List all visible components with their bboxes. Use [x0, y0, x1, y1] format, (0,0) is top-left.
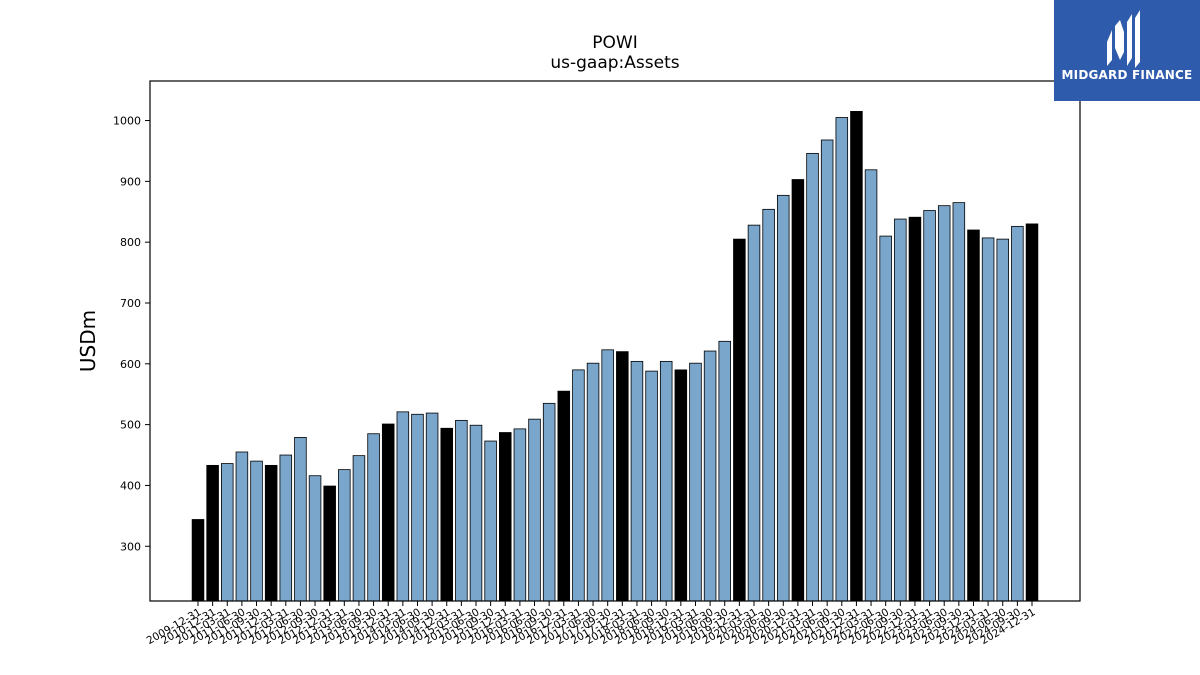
y-tick-label: 300 [120, 540, 141, 553]
bar-2016-12-31 [557, 390, 571, 602]
bar-2024-03-31 [981, 237, 995, 602]
bar-2011-12-31 [264, 464, 278, 602]
bar-2020-06-30 [762, 208, 775, 602]
bar-2012-12-31 [323, 485, 336, 602]
bar-2013-06-30 [352, 455, 366, 602]
bar-2017-06-30 [586, 362, 600, 602]
bar-2017-09-30 [601, 349, 614, 602]
bar-2020-03-31 [747, 224, 761, 602]
y-axis-ticks: 300 400 500 600 700 800 900 1000 [113, 115, 150, 553]
bar-2019-03-31 [689, 362, 702, 602]
bar-2018-06-30 [645, 370, 658, 602]
bar-2018-09-30 [659, 360, 673, 602]
bar-2021-06-30 [820, 139, 834, 602]
bar-2023-12-31 [967, 229, 980, 602]
bar-2015-03-31 [455, 419, 468, 602]
bar-2013-09-30 [367, 433, 380, 602]
bar-2019-09-30 [718, 340, 731, 602]
bar-2013-03-31 [338, 469, 351, 602]
bar-2023-06-30 [937, 205, 951, 602]
bar-2012-09-30 [308, 475, 322, 602]
bar-2017-12-31 [616, 351, 629, 602]
bar-2011-03-31 [221, 463, 234, 602]
bar-2022-09-30 [894, 218, 907, 602]
bar-2011-06-30 [235, 451, 249, 602]
chart-title: POWI [592, 33, 637, 53]
bar-2015-09-30 [484, 440, 497, 602]
bar-2019-12-31 [733, 238, 746, 602]
y-tick-label: 900 [120, 175, 141, 188]
bar-2024-12-31 [1025, 223, 1039, 602]
bar-2023-03-31 [923, 210, 936, 602]
bar-2022-03-31 [864, 169, 878, 602]
bar-2018-12-31 [674, 369, 688, 602]
bar-2012-03-31 [279, 454, 293, 602]
bar-2021-09-30 [835, 117, 849, 602]
bar-2013-12-31 [381, 423, 395, 602]
bar-2009-12-31 [191, 519, 205, 602]
bars [191, 111, 1039, 602]
logo-text: MIDGARD FINANCE [1061, 68, 1193, 82]
bar-2014-06-30 [411, 413, 424, 602]
bar-2020-12-31 [791, 179, 805, 602]
bar-2021-12-31 [850, 111, 863, 602]
y-tick-label: 500 [120, 419, 141, 432]
bar-2014-03-31 [396, 411, 410, 602]
y-tick-label: 1000 [113, 115, 141, 128]
y-axis-label: USDm [76, 310, 100, 372]
y-tick-label: 600 [120, 358, 141, 371]
bar-2020-09-30 [777, 194, 790, 602]
bar-2024-09-30 [1011, 225, 1024, 602]
bar-2022-12-31 [908, 216, 922, 602]
chart-subtitle: us-gaap:Assets [550, 53, 679, 73]
bar-2012-06-30 [294, 436, 307, 602]
y-tick-label: 800 [120, 236, 141, 249]
bar-2024-06-30 [996, 238, 1009, 602]
bar-2010-12-31 [206, 464, 219, 602]
bar-2015-12-31 [499, 432, 512, 602]
plot-frame [149, 80, 1081, 602]
midgard-finance-logo: MIDGARD FINANCE [1054, 0, 1200, 101]
bar-2016-09-30 [542, 402, 556, 602]
bar-2016-06-30 [528, 418, 541, 602]
y-tick-label: 400 [120, 479, 141, 492]
bar-2014-12-31 [440, 427, 453, 602]
bar-2017-03-31 [572, 369, 585, 602]
bar-2019-06-30 [703, 350, 717, 602]
logo-icon [1107, 10, 1140, 68]
bar-2023-09-30 [952, 202, 966, 602]
bar-2014-09-30 [425, 412, 439, 602]
y-tick-label: 700 [120, 297, 141, 310]
bar-2018-03-31 [630, 360, 644, 602]
bar-2022-06-30 [879, 235, 892, 602]
bar-2021-03-31 [806, 152, 819, 602]
bar-2016-03-31 [513, 428, 527, 602]
bar-2011-09-30 [250, 460, 263, 602]
x-axis-ticks: 2009-12-312010-12-312011-03-312011-06-30… [145, 601, 1038, 647]
bar-2015-06-30 [469, 424, 483, 602]
